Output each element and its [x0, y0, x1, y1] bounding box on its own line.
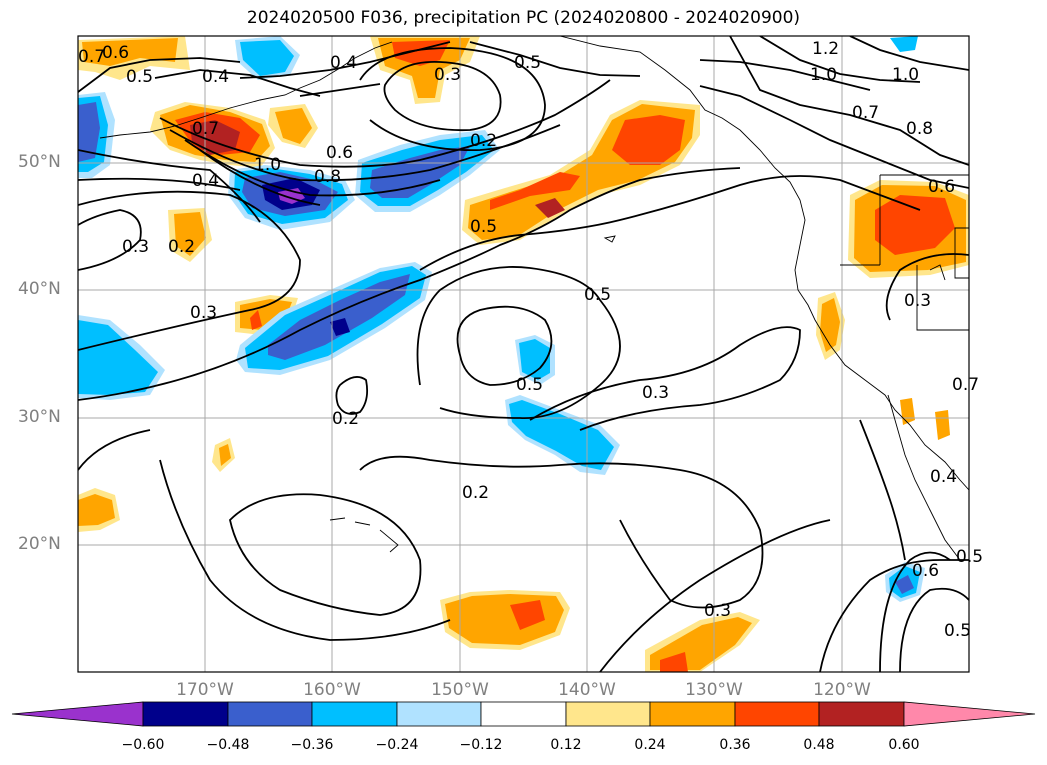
contour-label: 0.6: [102, 43, 129, 63]
colorbar-tick: −0.48: [206, 737, 250, 753]
colorbar-tick: 0.24: [634, 737, 666, 753]
lat-label: 20°N: [18, 534, 61, 554]
contour-label: 0.5: [516, 375, 543, 395]
contour-label: 0.3: [904, 291, 931, 311]
contour-label: 1.0: [892, 65, 919, 85]
contour-label: 0.7: [192, 119, 219, 139]
contour-label: 0.7: [78, 47, 105, 67]
contour-label: 0.5: [514, 53, 541, 73]
colorbar-tick: −0.36: [290, 737, 334, 753]
contour-label: 1.2: [812, 39, 839, 59]
contour-label: 0.5: [584, 285, 611, 305]
colorbar-tick: 0.48: [803, 737, 835, 753]
colorbar-tick: −0.24: [375, 737, 419, 753]
contour-label: 0.8: [314, 167, 341, 187]
colorbar-segment: [649, 701, 736, 727]
contour-label: 1.0: [254, 155, 281, 175]
colorbar-tick: 0.12: [550, 737, 582, 753]
colorbar-segment: [311, 701, 398, 727]
contour-label: 0.3: [190, 303, 217, 323]
lat-label: 30°N: [18, 407, 61, 427]
colorbar-segment: [565, 701, 651, 727]
contour-label: 0.6: [928, 177, 955, 197]
contour-label: 0.4: [330, 53, 357, 73]
lon-label: 160°W: [303, 680, 361, 700]
coastlines: [99, 36, 969, 561]
colorbar: [11, 701, 1036, 727]
lat-label: 50°N: [18, 152, 61, 172]
colorbar-tick: −0.60: [121, 737, 165, 753]
contour-label: 0.7: [852, 103, 879, 123]
contour-label: 0.4: [930, 467, 957, 487]
contour-label: 0.4: [192, 171, 219, 191]
colorbar-tick: −0.12: [459, 737, 503, 753]
contour-label: 0.3: [434, 65, 461, 85]
map-title: 2024020500 F036, precipitation PC (20240…: [246, 8, 801, 28]
contour-label: 0.2: [462, 483, 489, 503]
colorbar-segment: [480, 701, 567, 727]
lon-label: 150°W: [431, 680, 489, 700]
colorbar-segment: [227, 701, 313, 727]
contour-label: 1.0: [810, 65, 837, 85]
contour-label: 0.6: [326, 143, 353, 163]
contour-label: 0.3: [704, 601, 731, 621]
colorbar-segment: [903, 701, 1036, 727]
lon-label: 120°W: [813, 680, 871, 700]
lon-label: 140°W: [558, 680, 616, 700]
lon-label: 170°W: [176, 680, 234, 700]
contour-label: 0.5: [944, 621, 971, 641]
contour-label: 0.3: [122, 237, 149, 257]
contour-label: 0.5: [126, 67, 153, 87]
map-frame: [77, 35, 970, 673]
contour-label: 0.3: [642, 383, 669, 403]
contour-label: 0.2: [470, 131, 497, 151]
contour-label: 0.8: [906, 119, 933, 139]
contour-label: 0.6: [912, 561, 939, 581]
lat-label: 40°N: [18, 279, 61, 299]
contour-lines: [78, 36, 969, 672]
contour-label: 0.2: [332, 409, 359, 429]
colorbar-tick: 0.36: [719, 737, 751, 753]
colorbar-tick: 0.60: [888, 737, 920, 753]
colorbar-segment: [396, 701, 482, 727]
colorbar-segment: [11, 701, 144, 727]
contour-label: 0.7: [952, 375, 979, 395]
colorbar-segment: [734, 701, 820, 727]
contour-label: 0.4: [202, 67, 229, 87]
contour-label: 0.2: [168, 237, 195, 257]
colorbar-segment: [818, 701, 905, 727]
contour-label: 0.5: [470, 217, 497, 237]
lon-label: 130°W: [685, 680, 743, 700]
positive-shading: [78, 36, 969, 672]
colorbar-segment: [142, 701, 229, 727]
